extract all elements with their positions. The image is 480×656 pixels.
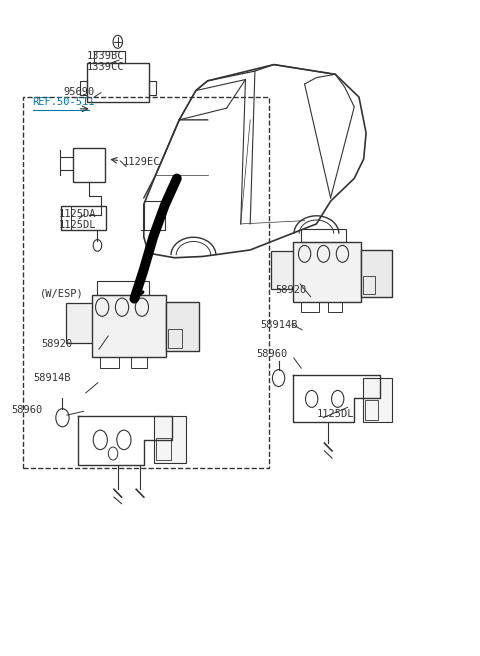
Text: (W/ESP): (W/ESP): [40, 289, 84, 298]
Bar: [148, 81, 156, 95]
Bar: [154, 416, 186, 462]
Bar: [272, 251, 296, 289]
Bar: [87, 62, 148, 102]
Text: 58914B: 58914B: [33, 373, 71, 383]
Bar: [361, 250, 392, 297]
Text: 1129EC: 1129EC: [122, 157, 160, 167]
Text: 58960: 58960: [257, 348, 288, 359]
Text: 95690: 95690: [63, 87, 95, 97]
Bar: [301, 229, 346, 242]
Text: 1125DA: 1125DA: [59, 209, 96, 218]
Bar: [328, 302, 342, 312]
Bar: [92, 295, 167, 358]
Bar: [23, 97, 269, 468]
Text: 58914B: 58914B: [260, 320, 298, 330]
Bar: [94, 51, 125, 62]
Bar: [131, 358, 147, 367]
Bar: [80, 81, 87, 95]
Text: REF.50-511: REF.50-511: [33, 97, 95, 107]
Text: 1125DL: 1125DL: [59, 220, 96, 230]
Text: 58920: 58920: [42, 338, 73, 349]
Bar: [61, 206, 106, 230]
Bar: [73, 148, 105, 182]
Text: 1125DL: 1125DL: [316, 409, 354, 419]
Bar: [168, 329, 181, 348]
Text: 1339BC: 1339BC: [87, 51, 124, 61]
Bar: [100, 358, 119, 367]
Bar: [363, 378, 392, 422]
Bar: [66, 302, 94, 343]
Bar: [167, 302, 199, 351]
Bar: [301, 302, 319, 312]
Text: 58920: 58920: [276, 285, 307, 295]
Text: 1339CC: 1339CC: [87, 62, 124, 72]
Bar: [97, 281, 149, 295]
Text: 58960: 58960: [11, 405, 42, 415]
Bar: [156, 438, 171, 460]
Bar: [363, 276, 374, 294]
Bar: [293, 242, 361, 302]
Bar: [365, 400, 378, 420]
Bar: [61, 206, 72, 230]
